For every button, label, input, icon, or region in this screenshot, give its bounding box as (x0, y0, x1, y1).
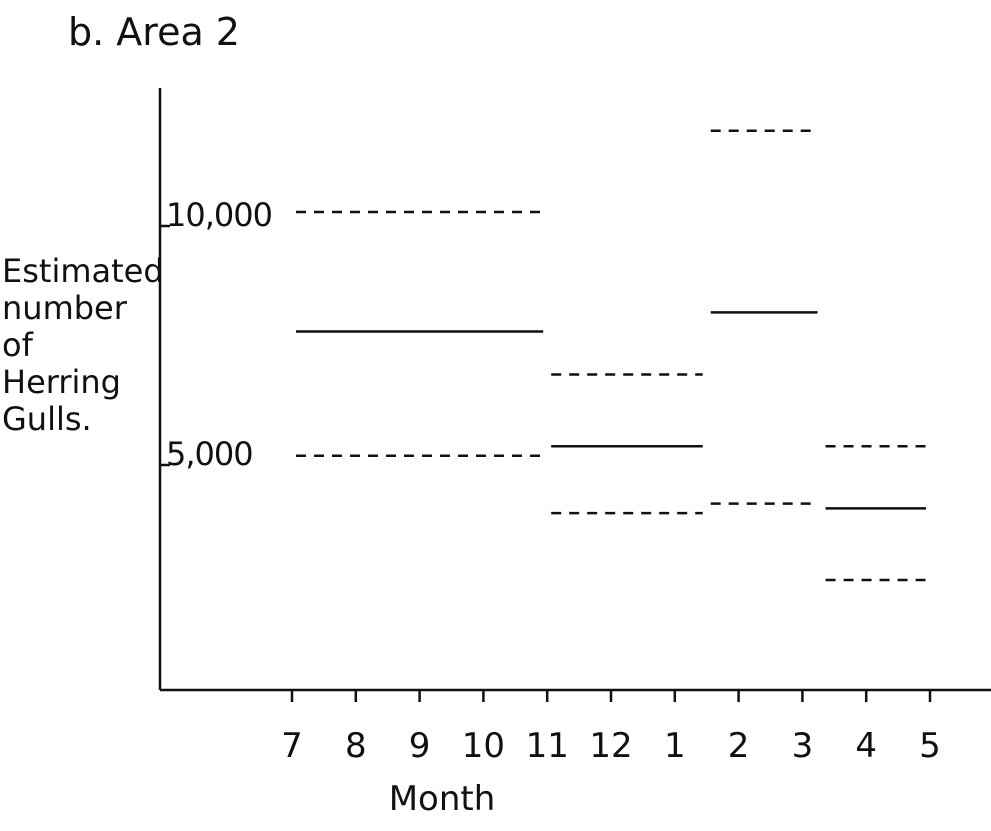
y-tick-label: 10,000 (166, 196, 272, 234)
x-tick-label: 3 (792, 726, 814, 766)
x-tick-label: 1 (664, 726, 686, 766)
x-tick-label: 7 (281, 726, 303, 766)
x-tick-label: 11 (526, 726, 569, 766)
x-tick-label: 5 (919, 726, 941, 766)
chart-title: b. Area 2 (68, 10, 240, 54)
y-axis-label-line: Estimated (2, 252, 164, 290)
x-tick-label: 2 (728, 726, 750, 766)
y-ticks: 5,000 10,000 (160, 196, 273, 473)
x-tick-label: 8 (345, 726, 367, 766)
x-tick-label: 9 (409, 726, 431, 766)
y-axis-label-line: Herring (2, 363, 121, 401)
x-ticks: 7 8 9 10 11 12 1 2 3 4 5 (281, 690, 941, 766)
y-tick-label: 5,000 (166, 435, 253, 473)
x-tick-label: 4 (855, 726, 877, 766)
plot-marks (296, 129, 926, 582)
x-axis-label: Month (389, 779, 496, 819)
x-tick-label: 12 (589, 726, 632, 766)
y-axis-label-line: of (2, 326, 34, 364)
y-axis-label-line: Gulls. (2, 400, 92, 438)
x-tick-label: 10 (462, 726, 505, 766)
y-axis-label-line: number (2, 289, 128, 327)
